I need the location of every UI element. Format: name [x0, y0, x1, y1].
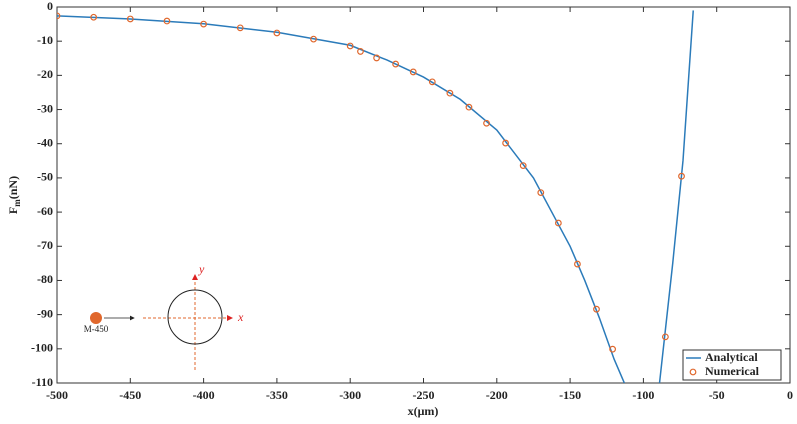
- numerical-point: [200, 20, 208, 28]
- numerical-point: [310, 35, 317, 43]
- x-tick-label: -200: [486, 388, 508, 402]
- inset-diagram: M-450 x y: [84, 262, 244, 370]
- plot-area: [57, 10, 694, 383]
- numerical-point: [90, 13, 98, 21]
- y-tick-label: -60: [37, 204, 53, 218]
- numerical-point: [465, 103, 473, 111]
- x-tick-label: -250: [413, 388, 435, 402]
- y-tick-label: -50: [37, 170, 53, 184]
- numerical-point: [446, 89, 454, 97]
- y-tick-label: -30: [37, 101, 53, 115]
- legend-label: Numerical: [705, 364, 760, 378]
- x-tick-label: -100: [632, 388, 654, 402]
- inset-x-label: x: [237, 310, 244, 324]
- numerical-point: [554, 219, 562, 227]
- y-tick-label: -110: [32, 375, 53, 389]
- numerical-point: [537, 189, 545, 197]
- y-label-unit: (nN): [6, 176, 20, 199]
- x-tick-label: -350: [266, 388, 288, 402]
- numerical-point: [357, 48, 364, 55]
- x-tick-label: -500: [46, 388, 68, 402]
- numerical-point: [593, 305, 600, 313]
- y-tick-label: -10: [37, 33, 53, 47]
- y-axis-label: Fm(nN): [6, 176, 22, 214]
- numerical-point: [346, 42, 354, 50]
- numerical-point: [409, 68, 417, 76]
- magnet-circle: [167, 289, 223, 345]
- numerical-point: [483, 119, 490, 127]
- y-label-sub: m: [12, 199, 22, 207]
- x-tick-label: -150: [559, 388, 581, 402]
- analytical-line: [57, 10, 694, 383]
- y-tick-label: -20: [37, 67, 53, 81]
- y-tick-label: 0: [47, 0, 53, 13]
- numerical-point: [502, 139, 509, 147]
- numerical-point: [273, 29, 281, 37]
- y-label-main: F: [6, 207, 20, 214]
- y-tick-label: -80: [37, 272, 53, 286]
- inset-y-label: y: [198, 262, 205, 276]
- y-tick-label: -70: [37, 238, 53, 252]
- particle: [90, 312, 102, 324]
- numerical-point: [609, 345, 617, 353]
- numerical-point: [519, 162, 527, 170]
- numerical-point: [574, 260, 581, 268]
- y-tick-label: -90: [37, 306, 53, 320]
- numerical-point: [163, 17, 171, 25]
- x-tick-label: -300: [339, 388, 361, 402]
- numerical-point: [428, 78, 436, 86]
- y-tick-label: -40: [37, 135, 53, 149]
- numerical-point: [57, 12, 61, 20]
- numerical-point: [126, 15, 134, 23]
- numerical-point: [392, 60, 400, 68]
- x-tick-label: -400: [193, 388, 215, 402]
- legend-marker: [689, 368, 697, 376]
- x-axis-label: x(μm): [408, 404, 439, 418]
- x-tick-label: -450: [119, 388, 141, 402]
- numerical-point: [661, 333, 669, 341]
- x-tick-label: 0: [787, 388, 793, 402]
- numerical-point: [236, 24, 244, 32]
- numerical-point: [678, 172, 685, 180]
- particle-label: M-450: [84, 324, 109, 334]
- numerical-point: [373, 54, 380, 62]
- legend-label: Analytical: [705, 350, 758, 364]
- legend-box: [682, 349, 782, 381]
- y-tick-label: -100: [31, 341, 53, 355]
- x-tick-label: -50: [709, 388, 725, 402]
